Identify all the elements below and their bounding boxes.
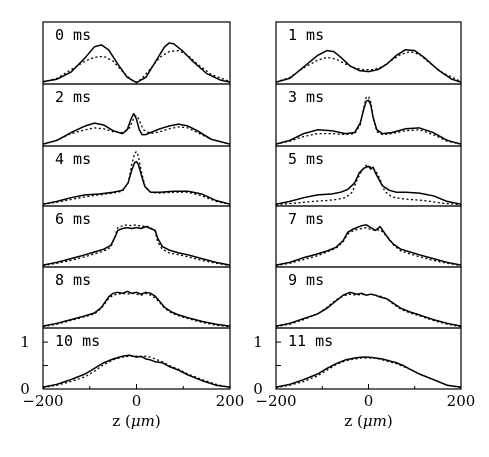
solid-curve: [275, 99, 462, 145]
solid-curve: [42, 225, 231, 266]
solid-curve: [275, 224, 462, 266]
solid-curve: [42, 290, 231, 327]
solid-curve: [42, 42, 231, 84]
dotted-curve: [42, 49, 231, 83]
dotted-curve: [42, 292, 231, 328]
dotted-curve: [275, 164, 462, 206]
x-tick-label: 200: [447, 392, 476, 410]
y-tick-label: 1: [253, 333, 263, 351]
x-axis-title: z (μm): [344, 412, 392, 430]
panel-label: 10 ms: [55, 332, 100, 350]
x-tick-label: 0: [364, 392, 374, 410]
dotted-curve: [275, 293, 462, 328]
dotted-curve: [275, 226, 462, 267]
panel-label: 2 ms: [55, 88, 91, 106]
solid-curve: [42, 112, 231, 145]
y-tick-label: 0: [253, 380, 263, 398]
solid-curve: [275, 48, 462, 83]
y-tick-label: 0: [20, 380, 30, 398]
solid-curve: [42, 354, 231, 388]
panel-label: 11 ms: [288, 332, 333, 350]
solid-curve: [275, 291, 462, 327]
dotted-curve: [42, 355, 231, 389]
x-tick-label: 200: [216, 392, 245, 410]
panel-label: 4 ms: [55, 150, 91, 168]
solid-curve: [42, 160, 231, 205]
panel-label: 9 ms: [288, 271, 324, 289]
dotted-curve: [275, 357, 462, 389]
x-tick-label: −200: [22, 392, 63, 410]
dotted-curve: [42, 224, 231, 267]
panel-label: 6 ms: [55, 210, 91, 228]
x-axis-title: z (μm): [112, 412, 160, 430]
panel-label: 5 ms: [288, 150, 324, 168]
solid-curve: [275, 165, 462, 205]
x-tick-label: 0: [132, 392, 142, 410]
y-tick-label: 1: [20, 333, 30, 351]
panel-label: 8 ms: [55, 271, 91, 289]
panel-label: 7 ms: [288, 210, 324, 228]
panel-label: 0 ms: [55, 26, 91, 44]
x-tick-label: −200: [255, 392, 296, 410]
panel-label: 3 ms: [288, 88, 324, 106]
panel-label: 1 ms: [288, 26, 324, 44]
solid-curve: [275, 356, 462, 388]
